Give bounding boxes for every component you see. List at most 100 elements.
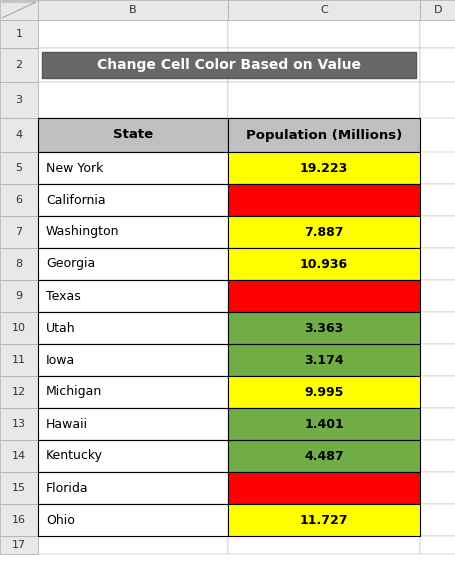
Bar bbox=[0, 216, 38, 248]
Bar bbox=[38, 20, 228, 48]
Text: California: California bbox=[46, 193, 106, 207]
Bar bbox=[419, 82, 455, 118]
Text: Texas: Texas bbox=[46, 290, 81, 302]
Bar bbox=[38, 152, 228, 184]
Bar bbox=[0, 248, 38, 280]
Text: 14: 14 bbox=[12, 451, 26, 461]
Bar bbox=[228, 312, 419, 344]
Bar bbox=[419, 248, 455, 280]
Bar bbox=[228, 280, 419, 312]
Text: 15: 15 bbox=[12, 483, 26, 493]
Text: New York: New York bbox=[46, 162, 103, 174]
Text: Washington: Washington bbox=[46, 225, 119, 239]
Bar bbox=[38, 536, 228, 554]
Bar bbox=[228, 216, 419, 248]
Text: 16: 16 bbox=[12, 515, 26, 525]
Text: 8: 8 bbox=[15, 259, 22, 269]
Bar bbox=[0, 312, 38, 344]
Bar bbox=[228, 408, 419, 440]
Bar bbox=[0, 344, 38, 376]
Text: Michigan: Michigan bbox=[46, 386, 102, 398]
Bar bbox=[419, 440, 455, 472]
Bar bbox=[419, 216, 455, 248]
Bar bbox=[228, 472, 419, 504]
Bar bbox=[0, 440, 38, 472]
Text: 22.177: 22.177 bbox=[299, 482, 348, 494]
Text: 10.936: 10.936 bbox=[299, 258, 347, 270]
Bar bbox=[228, 20, 419, 48]
Bar bbox=[0, 0, 38, 20]
Text: 6: 6 bbox=[15, 195, 22, 205]
Bar bbox=[38, 408, 228, 440]
Bar bbox=[0, 504, 38, 536]
Bar bbox=[38, 82, 228, 118]
Text: 3.174: 3.174 bbox=[303, 354, 343, 367]
Bar bbox=[0, 280, 38, 312]
Text: 11: 11 bbox=[12, 355, 26, 365]
Text: 39.664: 39.664 bbox=[299, 193, 347, 207]
Text: 4: 4 bbox=[15, 130, 22, 140]
Text: 7: 7 bbox=[15, 227, 22, 237]
Bar bbox=[38, 376, 228, 408]
Bar bbox=[38, 184, 228, 216]
Text: 12: 12 bbox=[12, 387, 26, 397]
Bar bbox=[0, 82, 38, 118]
Bar bbox=[38, 504, 228, 536]
Bar bbox=[38, 440, 228, 472]
Bar bbox=[228, 82, 419, 118]
Text: 5: 5 bbox=[15, 163, 22, 173]
Bar bbox=[228, 504, 419, 536]
Text: State: State bbox=[113, 129, 153, 141]
Bar bbox=[228, 344, 419, 376]
Text: B: B bbox=[129, 5, 136, 15]
Bar bbox=[419, 48, 455, 82]
Bar bbox=[0, 48, 38, 82]
Text: 10: 10 bbox=[12, 323, 26, 333]
Bar bbox=[0, 376, 38, 408]
Bar bbox=[419, 0, 455, 20]
Text: 7.887: 7.887 bbox=[303, 225, 343, 239]
Bar bbox=[0, 152, 38, 184]
Bar bbox=[228, 376, 419, 408]
Bar bbox=[419, 312, 455, 344]
Text: 17: 17 bbox=[12, 540, 26, 550]
Bar bbox=[38, 118, 228, 152]
Bar bbox=[38, 312, 228, 344]
Bar bbox=[419, 344, 455, 376]
Text: D: D bbox=[433, 5, 441, 15]
Bar bbox=[0, 536, 38, 554]
Bar bbox=[0, 472, 38, 504]
Bar bbox=[228, 118, 419, 152]
Bar bbox=[419, 408, 455, 440]
Text: 11.727: 11.727 bbox=[299, 514, 348, 526]
Text: Georgia: Georgia bbox=[46, 258, 95, 270]
Text: 19.223: 19.223 bbox=[299, 162, 347, 174]
Text: Hawaii: Hawaii bbox=[46, 417, 88, 431]
Bar bbox=[38, 248, 228, 280]
Bar bbox=[419, 376, 455, 408]
Text: 1.401: 1.401 bbox=[303, 417, 343, 431]
Bar bbox=[38, 0, 228, 20]
Bar bbox=[38, 48, 228, 82]
Bar bbox=[228, 48, 419, 82]
Bar bbox=[0, 118, 38, 152]
Bar bbox=[419, 504, 455, 536]
Text: 2: 2 bbox=[15, 60, 22, 70]
Bar bbox=[38, 216, 228, 248]
Text: 9: 9 bbox=[15, 291, 22, 301]
Bar bbox=[0, 20, 38, 48]
Text: 3.363: 3.363 bbox=[303, 321, 343, 335]
Bar bbox=[0, 184, 38, 216]
Bar bbox=[228, 184, 419, 216]
Text: Kentucky: Kentucky bbox=[46, 449, 103, 463]
Text: 4.487: 4.487 bbox=[303, 449, 343, 463]
Bar bbox=[419, 280, 455, 312]
Text: 30.097: 30.097 bbox=[299, 290, 347, 302]
Bar bbox=[0, 408, 38, 440]
Text: 9.995: 9.995 bbox=[303, 386, 343, 398]
Text: Population (Millions): Population (Millions) bbox=[245, 129, 401, 141]
Text: 1: 1 bbox=[15, 29, 22, 39]
Text: Ohio: Ohio bbox=[46, 514, 75, 526]
Bar bbox=[38, 472, 228, 504]
Text: C: C bbox=[319, 5, 327, 15]
